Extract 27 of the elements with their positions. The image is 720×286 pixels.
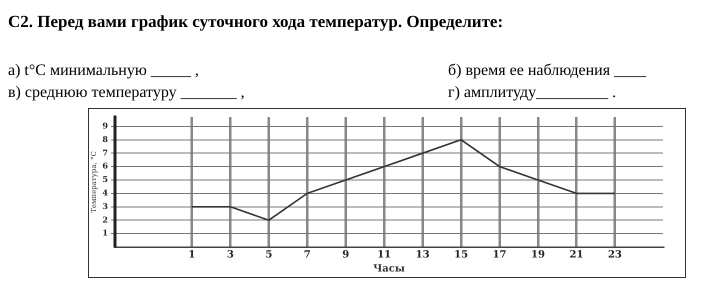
x-tick-label: 15	[454, 250, 468, 261]
y-tick-label: 8	[102, 134, 108, 144]
x-tick-label: 7	[304, 250, 311, 261]
text: б) время ее наблюдения ____	[448, 62, 646, 80]
y-tick-label: 1	[102, 228, 108, 238]
text: г) амплитуду_________ .	[448, 84, 616, 102]
x-tick-label: 17	[492, 250, 507, 261]
x-tick-label: 3	[226, 250, 234, 261]
x-tick-label: 21	[570, 250, 584, 261]
y-tick-label: 3	[102, 200, 108, 211]
x-tick-label: 23	[608, 250, 622, 261]
text: в) среднюю температуру _______ ,	[8, 84, 245, 102]
x-axis-title: Часы	[373, 264, 405, 275]
chart-title: С2. Перед вами график суточного хода температур. Определите:	[8, 12, 504, 32]
y-tick-label: 9	[102, 120, 108, 130]
x-tick-label: 13	[416, 250, 430, 261]
y-tick-label: 4	[102, 187, 108, 198]
y-tick-label: 5	[102, 174, 108, 184]
x-tick-label: 9	[342, 250, 350, 261]
text: а) t°С минимальную _____ ,	[8, 62, 199, 80]
y-tick-label: 2	[102, 214, 108, 224]
y-tick-label: 7	[102, 147, 108, 158]
y-tick-label: 6	[102, 160, 108, 171]
x-tick-label: 19	[531, 250, 546, 261]
x-tick-label: 1	[188, 250, 196, 261]
x-tick-label: 5	[265, 250, 272, 261]
x-tick-label: 11	[377, 250, 392, 261]
